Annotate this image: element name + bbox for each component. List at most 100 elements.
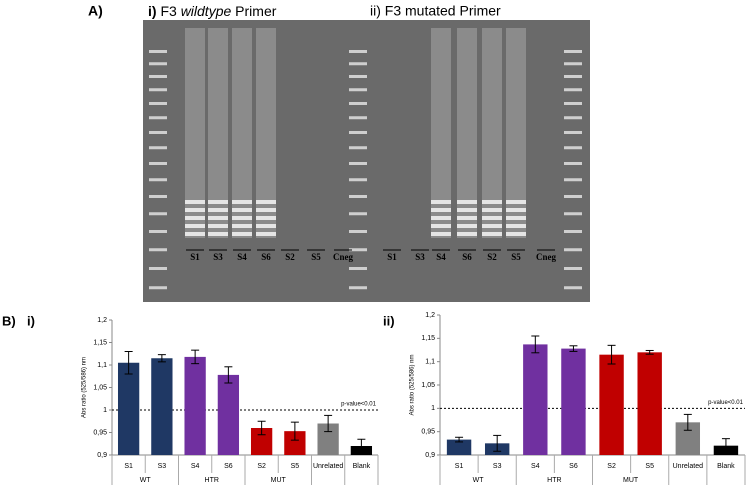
y-tick-label: 0,9 (97, 452, 107, 459)
x-tick-label: S4 (191, 463, 200, 470)
group-label: HTR (205, 477, 219, 484)
lane-label: S6 (462, 252, 472, 262)
x-tick-label: Blank (717, 463, 735, 470)
lane-label: S3 (213, 252, 223, 262)
smear (431, 28, 451, 238)
annotation: p-value<0.01 (708, 400, 744, 406)
title-part: i) (148, 3, 157, 19)
ladder-band (349, 178, 367, 182)
x-tick-label: S5 (645, 463, 654, 470)
band (232, 208, 252, 212)
gel-title: ii) F3 mutated Primer (370, 3, 501, 19)
band (208, 200, 228, 204)
y-axis-label: Abs ratio (525/586) nm (410, 354, 416, 415)
band (185, 224, 205, 228)
y-tick-label: 1,05 (421, 382, 435, 389)
bar (317, 423, 339, 455)
y-tick-label: 1 (103, 407, 107, 414)
ladder-band (564, 162, 582, 165)
gel-title: i) F3 wildtype Primer (148, 3, 277, 19)
band (457, 224, 477, 228)
ladder-band (149, 50, 167, 53)
y-tick-label: 0,95 (421, 429, 435, 436)
bar (561, 348, 586, 455)
band (482, 200, 502, 204)
band (208, 232, 228, 236)
x-tick-label: S5 (291, 463, 300, 470)
ladder-band (149, 88, 167, 92)
ladder-band (349, 248, 367, 252)
x-tick-label: S6 (224, 463, 233, 470)
band (431, 232, 451, 236)
band (232, 216, 252, 220)
ladder-band (564, 88, 582, 92)
ladder-band (349, 75, 367, 78)
band (482, 224, 502, 228)
band (431, 216, 451, 220)
ladder-band (149, 230, 167, 233)
ladder-band (349, 230, 367, 233)
ladder-band (564, 131, 582, 134)
smear (256, 28, 276, 238)
band (431, 200, 451, 204)
x-tick-label: S2 (257, 463, 266, 470)
panel-label: ii) (383, 313, 395, 328)
x-tick-label: S4 (531, 463, 540, 470)
bar (637, 352, 662, 455)
ladder-band (564, 286, 582, 290)
ladder-band (564, 62, 582, 66)
band (232, 232, 252, 236)
ladder-band (149, 75, 167, 78)
ladder-band (349, 50, 367, 53)
band (185, 200, 205, 204)
ladder-band (349, 267, 367, 270)
smear (232, 28, 252, 238)
bar (446, 439, 472, 455)
band (185, 208, 205, 212)
ladder-band (349, 286, 367, 290)
ladder-band (349, 88, 367, 92)
bar (523, 344, 548, 455)
ladder-band (149, 62, 167, 66)
ladder-band (349, 162, 367, 165)
ladder-band (149, 248, 167, 252)
smear (482, 28, 502, 238)
band (256, 216, 276, 220)
lane-label: S2 (285, 252, 295, 262)
title-part: F3 (160, 3, 177, 19)
band (457, 200, 477, 204)
panel-label: i) (27, 313, 35, 328)
ladder-band (564, 50, 582, 53)
band (506, 200, 526, 204)
annotation: p-value<0.01 (341, 402, 377, 408)
band (506, 224, 526, 228)
smear (457, 28, 477, 238)
bar (599, 354, 624, 455)
band (506, 216, 526, 220)
ladder-band (349, 212, 367, 216)
y-tick-label: 1 (431, 405, 435, 412)
ladder-band (564, 146, 582, 150)
lane-label: S3 (415, 252, 425, 262)
band (431, 208, 451, 212)
band (256, 232, 276, 236)
band (457, 216, 477, 220)
band (256, 224, 276, 228)
smear (506, 28, 526, 238)
bar (250, 428, 273, 455)
lane-label: S5 (311, 252, 321, 262)
panel-label: B) (2, 313, 16, 328)
band (208, 208, 228, 212)
ladder-band (149, 116, 167, 120)
band (482, 208, 502, 212)
lane-label: Cneg (333, 252, 353, 262)
bar (217, 374, 240, 455)
panel-label: A) (88, 3, 103, 19)
lane-label: S6 (261, 252, 271, 262)
y-tick-label: 1,2 (97, 317, 107, 324)
ladder-band (149, 162, 167, 165)
band (482, 216, 502, 220)
ladder-band (149, 146, 167, 150)
group-label: WT (473, 477, 485, 484)
